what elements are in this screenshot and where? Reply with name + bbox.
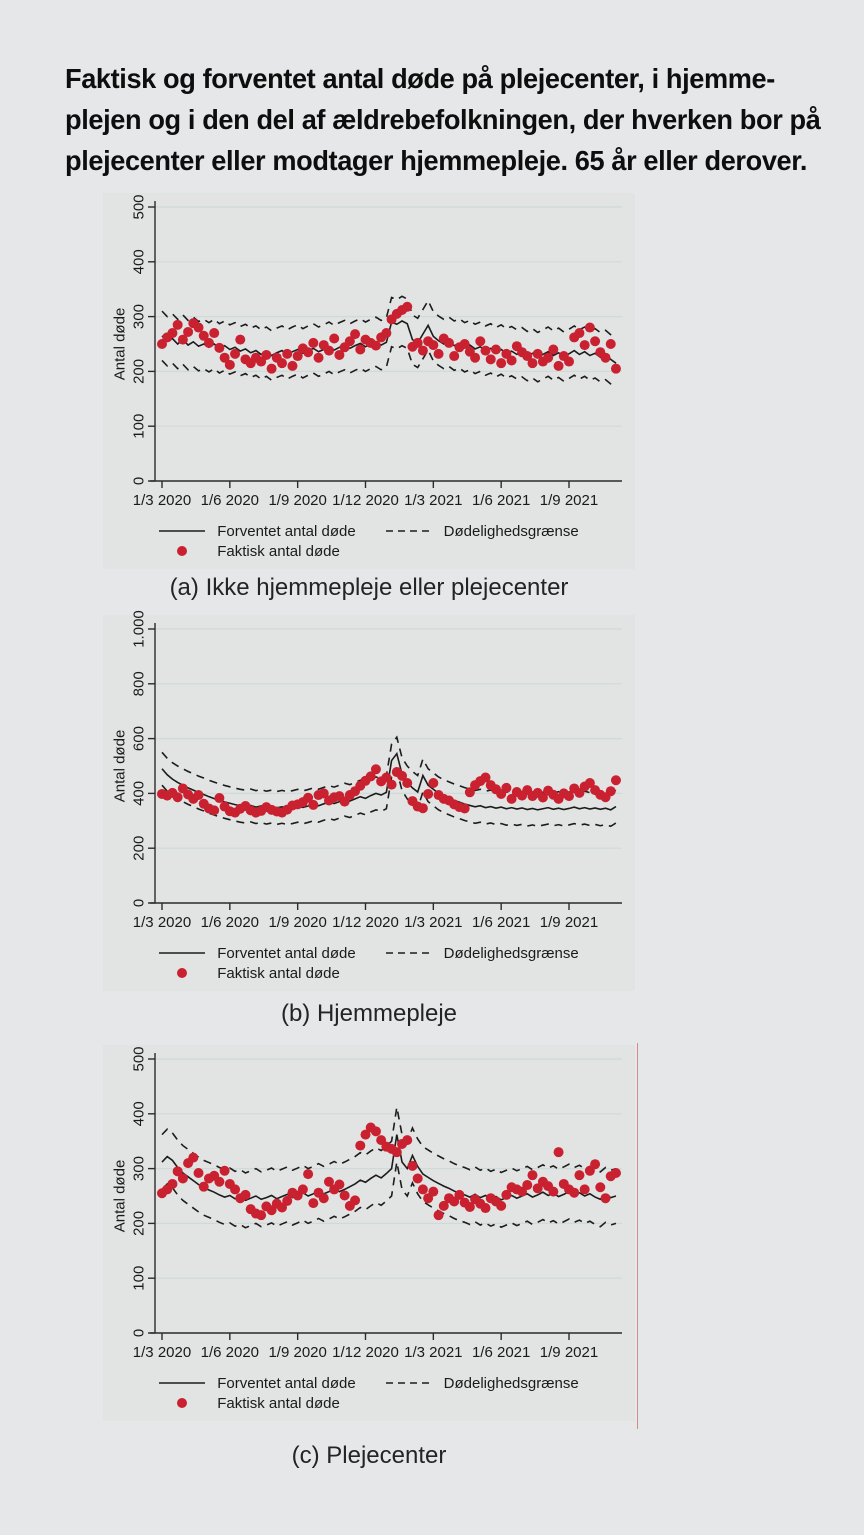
panel-a-canvas: 0 100 200 300 400 500 Antal døde 1/3 2020 1/6 20… bbox=[103, 193, 635, 569]
legend-row: Faktisk antal døde bbox=[159, 963, 579, 983]
dashed-line-swatch bbox=[385, 947, 432, 959]
panel-b: 0 200 400 600 800 1.000 Antal døde 1/3 2020 1/6 … bbox=[0, 610, 864, 1029]
svg-text:600: 600 bbox=[131, 726, 148, 751]
svg-text:200: 200 bbox=[131, 836, 148, 861]
svg-text:1/12 2020: 1/12 2020 bbox=[332, 492, 399, 509]
svg-text:1.000: 1.000 bbox=[131, 610, 148, 648]
svg-text:100: 100 bbox=[131, 1266, 148, 1291]
legend-label-limit: Dødelighedsgrænse bbox=[443, 522, 579, 540]
chart-c-plot: 0 100 200 300 400 500 Antal døde 1/3 2020 1/6 20… bbox=[112, 1046, 622, 1361]
legend-label-limit: Dødelighedsgrænse bbox=[443, 944, 579, 962]
svg-text:400: 400 bbox=[131, 781, 148, 806]
caption-b: (b) Hjemmepleje bbox=[280, 1000, 458, 1027]
svg-text:1/9 2020: 1/9 2020 bbox=[268, 1344, 326, 1361]
figure-title: Faktisk og forventet antal døde på pleje… bbox=[65, 58, 833, 181]
svg-text:0: 0 bbox=[131, 477, 148, 485]
svg-text:1/3 2020: 1/3 2020 bbox=[133, 492, 191, 509]
svg-text:1/6 2021: 1/6 2021 bbox=[472, 914, 530, 931]
caption-a: (a) Ikke hjemmepleje eller plejecenter bbox=[169, 574, 569, 601]
panel-b-canvas: 0 200 400 600 800 1.000 Antal døde 1/3 2020 1/6 … bbox=[103, 610, 635, 991]
red-dot-swatch bbox=[177, 1398, 188, 1408]
dashed-line-swatch bbox=[385, 525, 432, 537]
solid-line-swatch bbox=[159, 525, 206, 537]
svg-text:1/9 2021: 1/9 2021 bbox=[540, 914, 598, 931]
legend-item-expected: Forventet antal døde bbox=[159, 1374, 356, 1392]
svg-text:500: 500 bbox=[131, 1046, 148, 1071]
legend-item-limit: Dødelighedsgrænse bbox=[385, 1374, 579, 1392]
dot-swatch-wrap bbox=[159, 1398, 205, 1408]
legend-row: Forventet antal døde Dødelighedsgrænse bbox=[159, 1373, 579, 1393]
svg-text:200: 200 bbox=[131, 359, 148, 384]
legend-item-expected: Forventet antal døde bbox=[159, 944, 356, 962]
legend-label-expected: Forventet antal døde bbox=[217, 944, 356, 962]
legend-label-expected: Forventet antal døde bbox=[217, 522, 356, 540]
svg-text:1/6 2020: 1/6 2020 bbox=[201, 1344, 259, 1361]
figure-title-line-1: Faktisk og forventet antal døde på pleje… bbox=[65, 63, 775, 94]
red-dot-swatch bbox=[177, 546, 188, 556]
chart-c-legend: Forventet antal døde Dødelighedsgrænse F… bbox=[159, 1373, 579, 1413]
figure-title-line-3: plejecenter eller modtager hjemmepleje. … bbox=[65, 145, 808, 176]
svg-text:1/6 2020: 1/6 2020 bbox=[201, 914, 259, 931]
legend-label-limit: Dødelighedsgrænse bbox=[443, 1374, 579, 1392]
legend-row: Forventet antal døde Dødelighedsgrænse bbox=[159, 521, 579, 541]
svg-text:1/9 2021: 1/9 2021 bbox=[540, 492, 598, 509]
svg-text:1/3 2020: 1/3 2020 bbox=[133, 1344, 191, 1361]
svg-text:1/9 2020: 1/9 2020 bbox=[268, 914, 326, 931]
legend-row: Forventet antal døde Dødelighedsgrænse bbox=[159, 943, 579, 963]
svg-text:400: 400 bbox=[131, 1101, 148, 1126]
svg-text:Antal døde: Antal døde bbox=[112, 1160, 129, 1233]
svg-text:1/9 2020: 1/9 2020 bbox=[268, 492, 326, 509]
chart-a-legend: Forventet antal døde Dødelighedsgrænse F… bbox=[159, 521, 579, 561]
svg-text:1/6 2021: 1/6 2021 bbox=[472, 492, 530, 509]
dot-swatch-wrap bbox=[159, 968, 205, 978]
svg-text:1/9 2021: 1/9 2021 bbox=[540, 1344, 598, 1361]
dot-swatch-wrap bbox=[159, 546, 205, 556]
solid-line-swatch bbox=[159, 1377, 206, 1389]
svg-text:200: 200 bbox=[131, 1211, 148, 1236]
figure-title-line-2: plejen og i den del af ældrebefolkningen… bbox=[65, 104, 821, 135]
chart-b-legend: Forventet antal døde Dødelighedsgrænse F… bbox=[159, 943, 579, 983]
svg-text:1/3 2021: 1/3 2021 bbox=[404, 914, 462, 931]
svg-text:1/6 2021: 1/6 2021 bbox=[472, 1344, 530, 1361]
svg-text:400: 400 bbox=[131, 249, 148, 274]
svg-text:1/3 2021: 1/3 2021 bbox=[404, 1344, 462, 1361]
legend-row: Faktisk antal døde bbox=[159, 541, 579, 561]
svg-text:Antal døde: Antal døde bbox=[112, 730, 129, 803]
svg-text:300: 300 bbox=[131, 1156, 148, 1181]
panel-a: 0 100 200 300 400 500 Antal døde 1/3 2020 1/6 20… bbox=[0, 193, 864, 603]
svg-text:300: 300 bbox=[131, 304, 148, 329]
svg-text:1/3 2021: 1/3 2021 bbox=[404, 492, 462, 509]
legend-item-expected: Forventet antal døde bbox=[159, 522, 356, 540]
legend-label-actual: Faktisk antal døde bbox=[217, 542, 340, 560]
dashed-line-swatch bbox=[385, 1377, 432, 1389]
svg-text:1/12 2020: 1/12 2020 bbox=[332, 914, 399, 931]
svg-text:1/12 2020: 1/12 2020 bbox=[332, 1344, 399, 1361]
legend-item-actual: Faktisk antal døde bbox=[159, 965, 340, 982]
legend-label-actual: Faktisk antal døde bbox=[217, 1394, 340, 1412]
panel-c-canvas: 0 100 200 300 400 500 Antal døde 1/3 2020 1/6 20… bbox=[103, 1043, 638, 1429]
legend-item-actual: Faktisk antal døde bbox=[159, 1395, 340, 1412]
svg-text:1/3 2020: 1/3 2020 bbox=[133, 914, 191, 931]
svg-text:500: 500 bbox=[131, 194, 148, 219]
solid-line-swatch bbox=[159, 947, 206, 959]
legend-item-actual: Faktisk antal døde bbox=[159, 543, 340, 560]
legend-row: Faktisk antal døde bbox=[159, 1393, 579, 1413]
svg-text:0: 0 bbox=[131, 1329, 148, 1337]
legend-label-actual: Faktisk antal døde bbox=[217, 964, 340, 982]
svg-text:Antal døde: Antal døde bbox=[112, 308, 129, 381]
svg-text:0: 0 bbox=[131, 899, 148, 907]
red-dot-swatch bbox=[177, 968, 188, 978]
caption-c: (c) Plejecenter bbox=[291, 1442, 447, 1469]
chart-b-plot: 0 200 400 600 800 1.000 Antal døde 1/3 2020 1/6 … bbox=[112, 610, 622, 931]
chart-a-plot: 0 100 200 300 400 500 Antal døde 1/3 2020 1/6 20… bbox=[112, 194, 622, 509]
svg-text:800: 800 bbox=[131, 671, 148, 696]
legend-item-limit: Dødelighedsgrænse bbox=[385, 522, 579, 540]
legend-item-limit: Dødelighedsgrænse bbox=[385, 944, 579, 962]
legend-label-expected: Forventet antal døde bbox=[217, 1374, 356, 1392]
svg-text:100: 100 bbox=[131, 414, 148, 439]
red-artifact-line bbox=[636, 1043, 638, 1429]
svg-text:1/6 2020: 1/6 2020 bbox=[201, 492, 259, 509]
panel-c: 0 100 200 300 400 500 Antal døde 1/3 2020 1/6 20… bbox=[0, 1043, 864, 1471]
